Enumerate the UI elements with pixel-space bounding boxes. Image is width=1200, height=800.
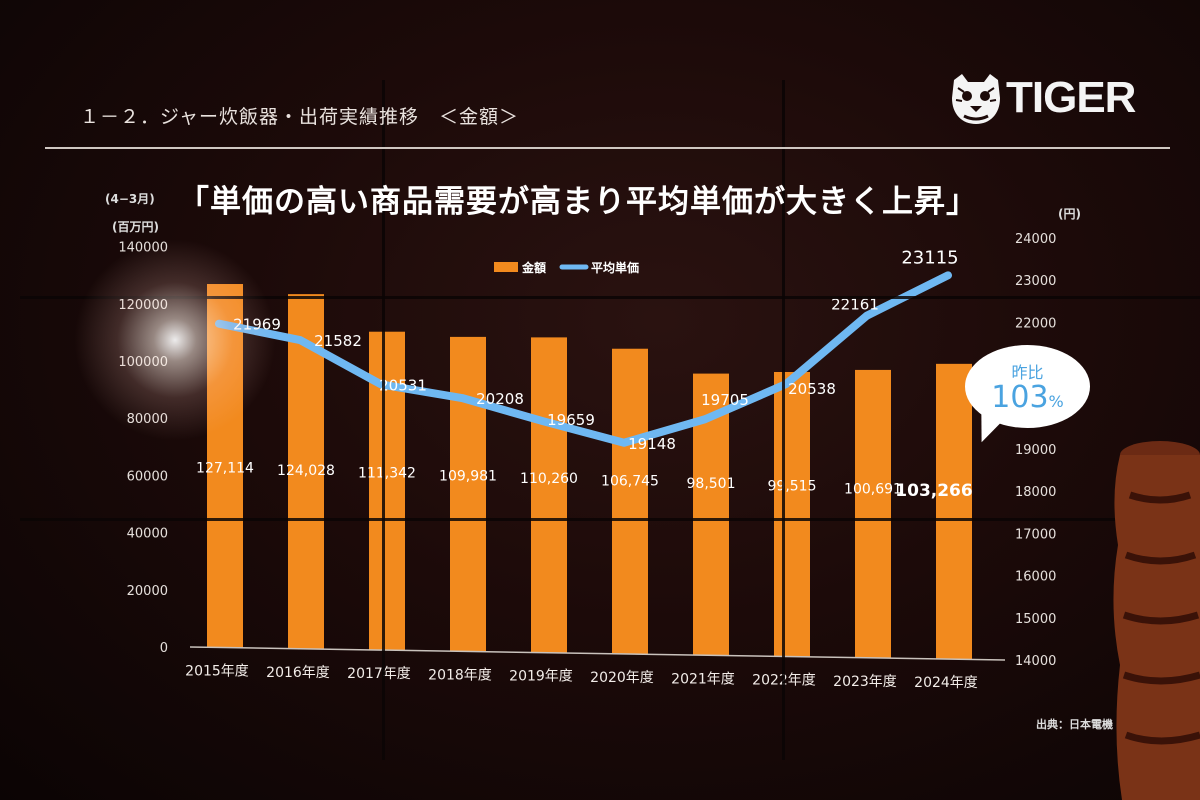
screen-seam (20, 518, 1200, 521)
line-value-label: 20208 (476, 390, 524, 408)
slide-header: １－２．ジャー炊飯器・出荷実績推移 ＜金額＞ (80, 106, 520, 128)
left-tick-label: 60000 (127, 469, 168, 484)
legend-line-label: 平均単価 (591, 260, 639, 275)
right-tick-label: 19000 (1015, 443, 1056, 458)
legend-bar-label: 金額 (521, 260, 546, 275)
tiger-face-icon (952, 74, 1000, 124)
tiger-logo: TIGER (946, 70, 1136, 126)
right-axis-unit: (円) (1058, 207, 1081, 221)
left-tick-label: 100000 (118, 355, 168, 370)
bar-value-label: 109,981 (439, 468, 497, 484)
bar-value-label: 124,028 (277, 463, 335, 479)
bar-value-label: 100,691 (844, 481, 902, 497)
x-tick-label: 2020年度 (590, 670, 654, 686)
screen-seam (782, 80, 785, 760)
left-tick-label: 20000 (127, 584, 168, 599)
line-value-label: 20538 (788, 380, 836, 398)
bar-value-label: 106,745 (601, 474, 659, 490)
x-tick-label: 2019年度 (509, 669, 573, 685)
legend-bar-swatch (494, 262, 518, 272)
right-tick-label: 23000 (1015, 274, 1056, 289)
line-value-label: 19659 (547, 411, 595, 429)
right-tick-label: 24000 (1015, 232, 1056, 247)
right-tick-label: 18000 (1015, 485, 1056, 500)
line-value-label: 21969 (233, 316, 281, 334)
line-value-label: 21582 (314, 332, 362, 350)
bar-value-label: 98,501 (687, 476, 736, 492)
left-tick-label: 140000 (118, 241, 168, 256)
x-tick-label: 2015年度 (185, 664, 249, 680)
x-tick-label: 2017年度 (347, 666, 411, 682)
x-tick-label: 2021年度 (671, 671, 735, 687)
bar-value-label: 111,342 (358, 466, 416, 482)
bar (531, 337, 567, 653)
line-value-label: 20531 (379, 376, 427, 394)
right-tick-label: 22000 (1015, 316, 1056, 331)
yoy-number: 103 (991, 380, 1049, 415)
yoy-label: 昨比 (1011, 363, 1044, 382)
right-tick-label: 14000 (1015, 654, 1056, 669)
screen-seam (382, 80, 385, 760)
slide-headline: 「単価の高い商品需要が高まり平均単価が大きく上昇」 (178, 184, 978, 220)
yoy-callout: 昨比 103% (965, 345, 1090, 428)
x-axis-ticks: 2015年度 2016年度 2017年度 2018年度 2019年度 2020年度 2021… (185, 664, 978, 692)
right-tick-label: 15000 (1015, 612, 1056, 627)
header-divider (45, 147, 1170, 149)
left-axis: 140000 120000 100000 80000 60000 40000 20000 0 (118, 241, 168, 656)
x-tick-label: 2018年度 (428, 667, 492, 683)
bar (612, 348, 648, 655)
left-axis-unit: (百万円) (112, 220, 159, 234)
x-tick-label: 2024年度 (914, 675, 978, 691)
right-tick-label: 16000 (1015, 570, 1056, 585)
left-tick-label: 0 (160, 641, 168, 656)
legend: 金額 平均単価 (494, 260, 639, 275)
bar-value-label: 99,515 (768, 479, 817, 495)
bar (774, 371, 810, 657)
line-value-label: 19148 (628, 435, 676, 453)
bar-value-label: 110,260 (520, 471, 578, 487)
left-tick-label: 120000 (118, 298, 168, 313)
bar-value-label: 127,114 (196, 461, 254, 477)
screen-seam (20, 296, 1200, 299)
bar (450, 336, 486, 652)
line-value-labels: 21969 21582 20531 20208 19659 19148 19705 20538… (233, 247, 958, 452)
x-tick-label: 2023年度 (833, 674, 897, 690)
line-value-label: 19705 (701, 391, 749, 409)
yoy-unit: % (1048, 392, 1064, 411)
x-tick-label: 2016年度 (266, 665, 330, 681)
yoy-value: 103% (965, 383, 1090, 417)
avg-price-line (215, 271, 952, 447)
right-tick-label: 17000 (1015, 527, 1056, 542)
bar (936, 363, 972, 660)
x-axis-line (189, 646, 1006, 661)
foreground-figurine (1113, 441, 1200, 800)
bar-value-labels: 127,114 124,028 111,342 109,981 110,260 106,7… (196, 461, 973, 501)
logo-text: TIGER (1006, 73, 1136, 122)
line-value-label: 23115 (901, 247, 958, 268)
left-tick-label: 80000 (127, 412, 168, 427)
left-tick-label: 40000 (127, 527, 168, 542)
bar-value-label: 103,266 (895, 481, 972, 501)
line-value-label: 22161 (831, 296, 879, 314)
period-label: (4−3月) (105, 192, 155, 206)
source-note: 出典：日本電機 (1036, 718, 1113, 731)
bar (855, 369, 891, 658)
